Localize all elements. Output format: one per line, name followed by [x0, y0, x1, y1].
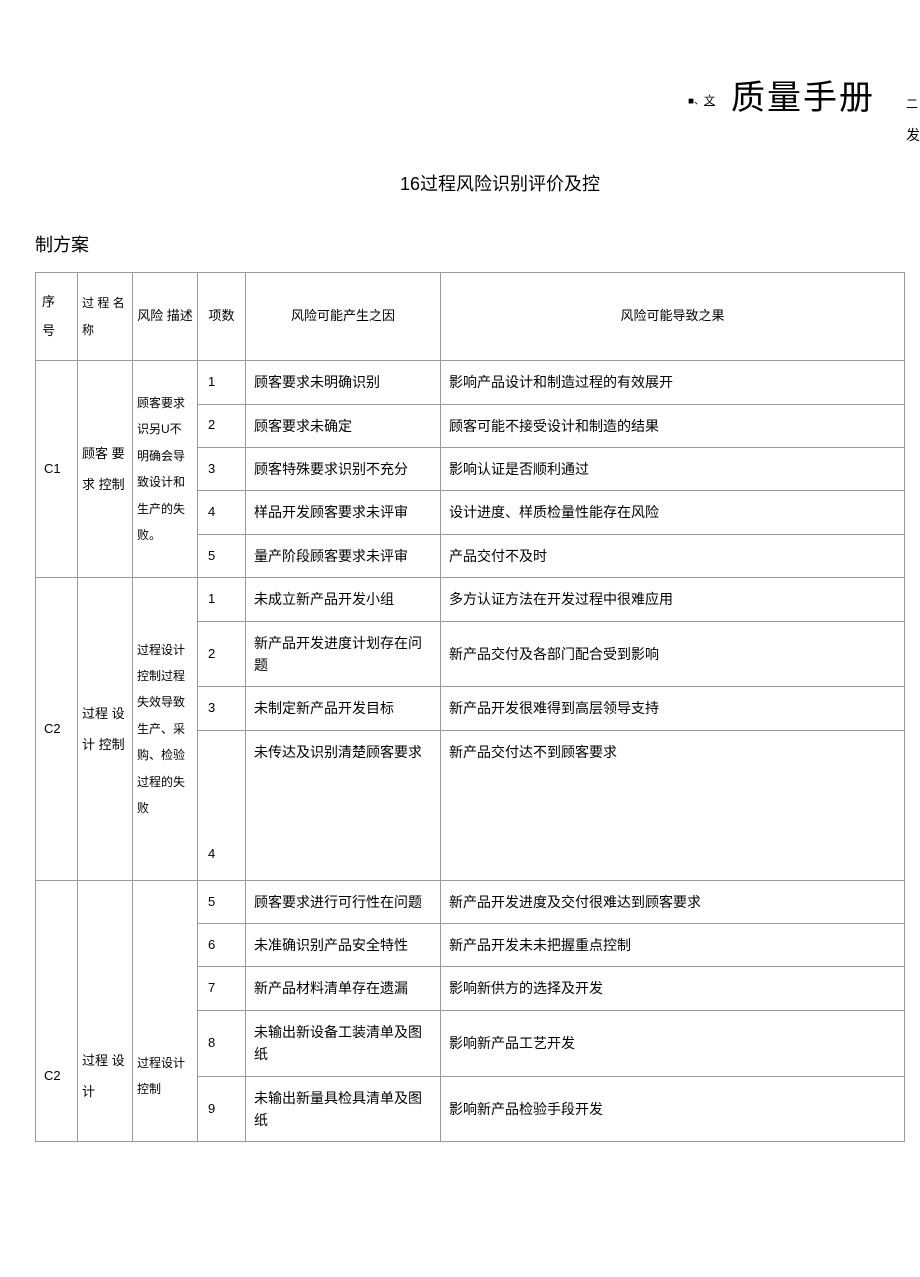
cause-cell: 未输出新设备工装清单及图纸 — [246, 1010, 441, 1076]
doc-title-prefix: 文 — [688, 92, 715, 108]
effect-cell: 顾客可能不接受设计和制造的结果 — [441, 404, 905, 447]
effect-cell: 影响产品设计和制造过程的有效展开 — [441, 361, 905, 404]
process-cell: 顾客 要求 控制 — [78, 361, 133, 578]
th-risk-desc: 风险 描述 — [133, 273, 198, 361]
effect-cell: 影响认证是否顺利通过 — [441, 447, 905, 490]
cause-cell: 未输出新量具检具清单及图纸 — [246, 1076, 441, 1142]
effect-cell: 影响新产品检验手段开发 — [441, 1076, 905, 1142]
cause-cell: 新产品材料清单存在遗漏 — [246, 967, 441, 1010]
cause-cell: 未传达及识别清楚顾客要求 — [246, 730, 441, 880]
effect-cell: 新产品开发未未把握重点控制 — [441, 924, 905, 967]
doc-title-main: 质量手册 — [731, 70, 875, 119]
th-item: 项数 — [198, 273, 246, 361]
item-cell: 1 — [198, 578, 246, 621]
page-title-line2: 制方案 — [35, 231, 920, 257]
item-cell: 5 — [198, 534, 246, 577]
th-process: 过 程 名 称 — [78, 273, 133, 361]
item-cell: 5 — [198, 880, 246, 923]
page-title-line1: 16过程风险识别评价及控 — [80, 170, 920, 196]
cause-cell: 顾客要求进行可行性在问题 — [246, 880, 441, 923]
seq-cell: C2 — [36, 578, 78, 881]
th-cause: 风险可能产生之因 — [246, 273, 441, 361]
table-row: C2 过程 设计 控制 过程设计控制过程失效导致生产、采购、检验过程的失 败 1… — [36, 578, 905, 621]
effect-cell: 影响新供方的选择及开发 — [441, 967, 905, 1010]
th-seq: 序 号 — [36, 273, 78, 361]
effect-cell: 新产品交付达不到顾客要求 — [441, 730, 905, 880]
edge-mark-1: 二 — [906, 95, 918, 112]
effect-cell: 多方认证方法在开发过程中很难应用 — [441, 578, 905, 621]
effect-cell: 影响新产品工艺开发 — [441, 1010, 905, 1076]
cause-cell: 未制定新产品开发目标 — [246, 687, 441, 730]
risk-cell: 顾客要求识另U不明确会导致设计和生产的失败。 — [133, 361, 198, 578]
item-cell: 3 — [198, 447, 246, 490]
header-area: 文 质量手册 二 发 — [0, 0, 920, 160]
cause-cell: 未成立新产品开发小组 — [246, 578, 441, 621]
process-cell: 过程 设计 — [78, 1010, 133, 1142]
cause-cell: 顾客要求未明确识别 — [246, 361, 441, 404]
effect-cell: 新产品交付及各部门配合受到影响 — [441, 621, 905, 687]
item-cell: 3 — [198, 687, 246, 730]
table-row: 5 顾客要求进行可行性在问题 新产品开发进度及交付很难达到顾客要求 — [36, 880, 905, 923]
item-cell: 7 — [198, 967, 246, 1010]
effect-cell: 设计进度、样质检量性能存在风险 — [441, 491, 905, 534]
item-cell: 4 — [198, 491, 246, 534]
risk-cell-empty — [133, 880, 198, 1010]
effect-cell: 新产品开发进度及交付很难达到顾客要求 — [441, 880, 905, 923]
cause-cell: 量产阶段顾客要求未评审 — [246, 534, 441, 577]
process-cell: 过程 设计 控制 — [78, 578, 133, 881]
item-cell: 4 — [198, 730, 246, 880]
cause-cell: 新产品开发进度计划存在问题 — [246, 621, 441, 687]
effect-cell: 新产品开发很难得到高层领导支持 — [441, 687, 905, 730]
item-cell: 9 — [198, 1076, 246, 1142]
effect-cell: 产品交付不及时 — [441, 534, 905, 577]
risk-cell: 过程设计控制 — [133, 1010, 198, 1142]
risk-cell: 过程设计控制过程失效导致生产、采购、检验过程的失 败 — [133, 578, 198, 881]
item-cell: 1 — [198, 361, 246, 404]
item-cell: 8 — [198, 1010, 246, 1076]
risk-table: 序 号 过 程 名 称 风险 描述 项数 风险可能产生之因 风险可能导致之果 C… — [35, 272, 905, 1142]
table-row: C1 顾客 要求 控制 顾客要求识另U不明确会导致设计和生产的失败。 1 顾客要… — [36, 361, 905, 404]
edge-mark-2: 发 — [906, 125, 920, 145]
item-cell: 2 — [198, 404, 246, 447]
th-effect: 风险可能导致之果 — [441, 273, 905, 361]
table-row: C2 过程 设计 过程设计控制 8 未输出新设备工装清单及图纸 影响新产品工艺开… — [36, 1010, 905, 1076]
seq-cell: C2 — [36, 1010, 78, 1142]
cause-cell: 样品开发顾客要求未评审 — [246, 491, 441, 534]
cause-cell: 顾客要求未确定 — [246, 404, 441, 447]
item-cell: 2 — [198, 621, 246, 687]
seq-cell-empty — [36, 880, 78, 1010]
risk-table-wrap: 序 号 过 程 名 称 风险 描述 项数 风险可能产生之因 风险可能导致之果 C… — [35, 272, 905, 1142]
process-cell-empty — [78, 880, 133, 1010]
table-header-row: 序 号 过 程 名 称 风险 描述 项数 风险可能产生之因 风险可能导致之果 — [36, 273, 905, 361]
cause-cell: 顾客特殊要求识别不充分 — [246, 447, 441, 490]
item-cell: 6 — [198, 924, 246, 967]
seq-cell: C1 — [36, 361, 78, 578]
cause-cell: 未准确识别产品安全特性 — [246, 924, 441, 967]
